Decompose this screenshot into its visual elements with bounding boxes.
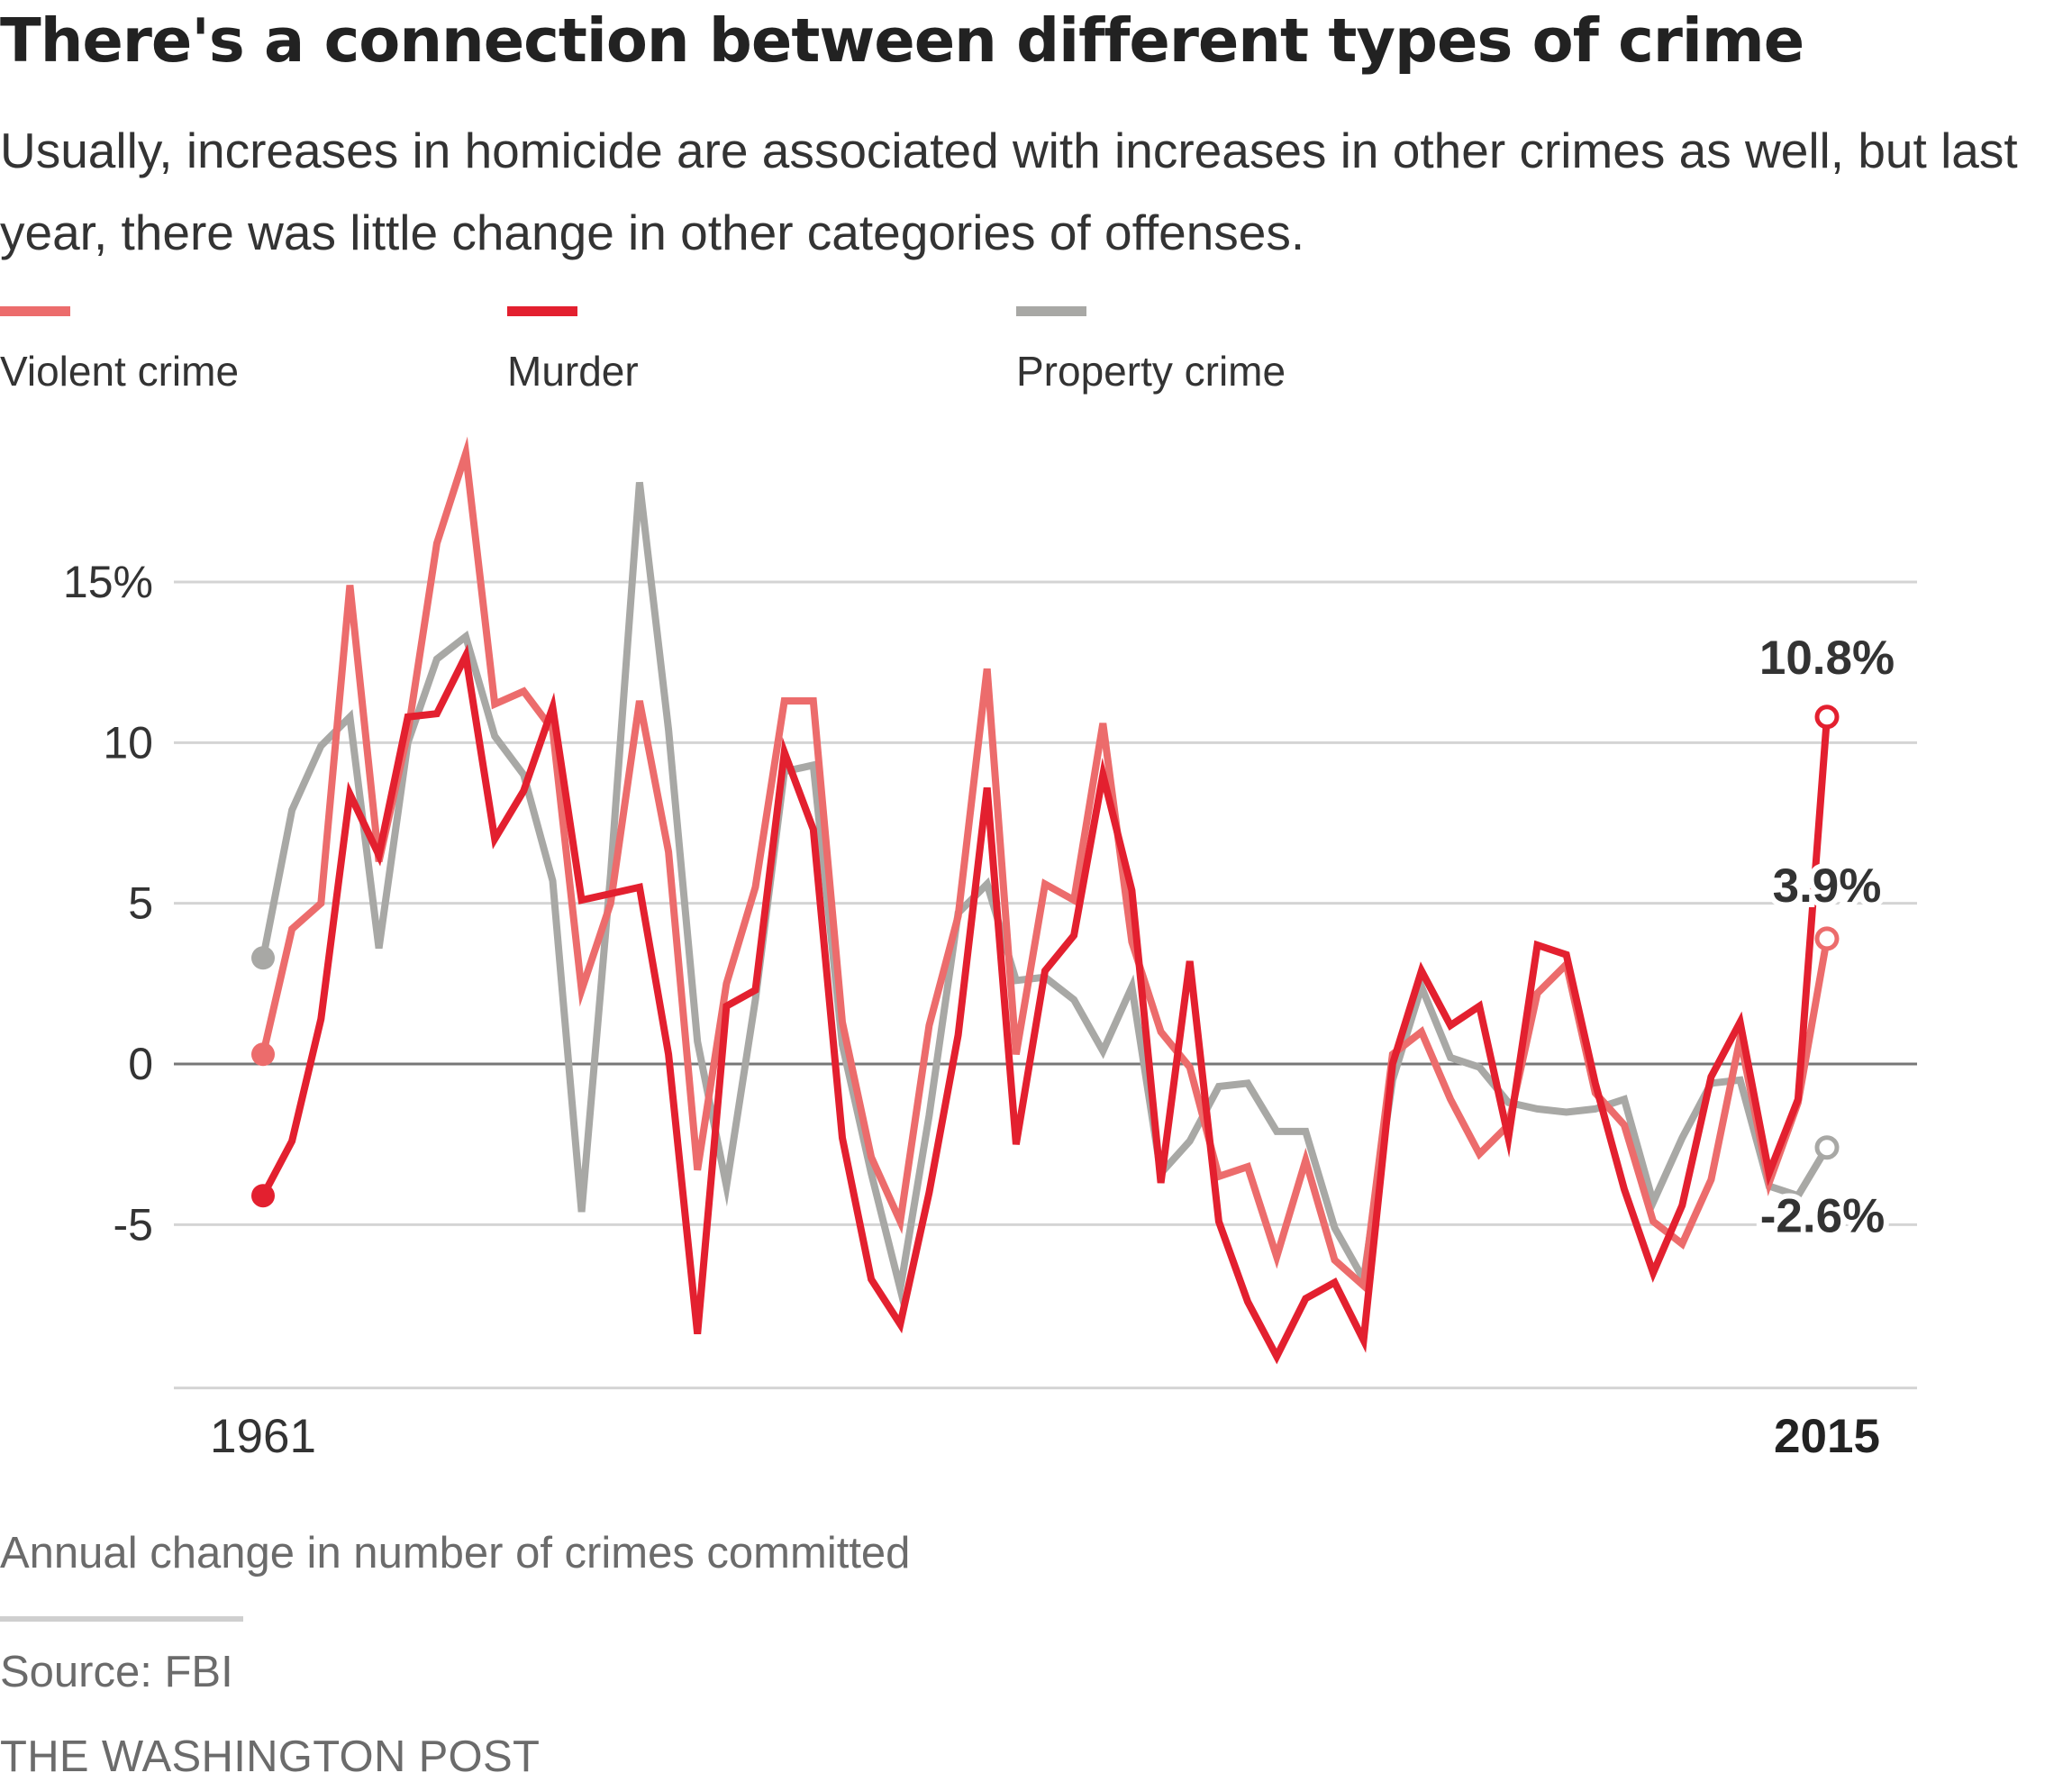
start-point-murder bbox=[251, 1184, 275, 1208]
end-label-murder: 10.8% bbox=[1759, 632, 1895, 685]
legend-swatch-murder bbox=[507, 306, 577, 316]
chart-title: There's a connection between different t… bbox=[0, 5, 1804, 76]
series-line-murder bbox=[259, 644, 1831, 1365]
end-label-property-crime: -2.6% bbox=[1760, 1190, 1885, 1243]
y-tick-label: 5 bbox=[128, 878, 153, 929]
start-point-property-crime bbox=[251, 946, 275, 970]
legend-label-murder: Murder bbox=[507, 348, 639, 395]
y-tick-label: -5 bbox=[114, 1199, 153, 1250]
end-point-murder bbox=[1814, 705, 1840, 730]
legend-swatch-property-crime bbox=[1016, 306, 1086, 316]
legend-swatch-violent-crime bbox=[0, 306, 70, 316]
series-line-violent-crime bbox=[259, 436, 1831, 1294]
source-credit: Source: FBI bbox=[0, 1648, 233, 1696]
legend-item-property-crime: Property crime bbox=[1016, 306, 1286, 395]
line-chart: 15% 10 5 0 -5 10.8% 3.9% -2.6% 1961 2015 bbox=[63, 436, 1917, 1463]
x-axis-ticks: 1961 2015 bbox=[210, 1410, 1880, 1463]
y-tick-label: 0 bbox=[128, 1039, 153, 1089]
y-tick-label: 15% bbox=[63, 557, 153, 607]
legend-item-murder: Murder bbox=[507, 306, 639, 395]
legend-item-violent-crime: Violent crime bbox=[0, 306, 239, 395]
x-tick-label-end: 2015 bbox=[1774, 1410, 1880, 1463]
chart-subtitle: Usually, increases in homicide are assoc… bbox=[0, 123, 2018, 260]
y-axis-ticks: 15% 10 5 0 -5 bbox=[63, 557, 153, 1250]
legend-label-property-crime: Property crime bbox=[1016, 348, 1286, 395]
gridlines bbox=[174, 580, 1917, 1390]
series-lines: 10.8% 3.9% -2.6% bbox=[251, 436, 1900, 1365]
chart-note: Annual change in number of crimes commit… bbox=[0, 1529, 911, 1577]
start-point-violent-crime bbox=[251, 1042, 275, 1067]
legend-label-violent-crime: Violent crime bbox=[0, 348, 240, 395]
x-tick-label-start: 1961 bbox=[210, 1410, 316, 1463]
y-tick-label: 10 bbox=[103, 717, 153, 768]
end-point-property-crime bbox=[1814, 1135, 1840, 1160]
publisher-credit: THE WASHINGTON POST bbox=[0, 1732, 541, 1781]
footer-divider bbox=[0, 1616, 243, 1622]
end-point-violent-crime bbox=[1814, 926, 1840, 951]
end-label-violent-crime: 3.9% bbox=[1773, 859, 1882, 913]
